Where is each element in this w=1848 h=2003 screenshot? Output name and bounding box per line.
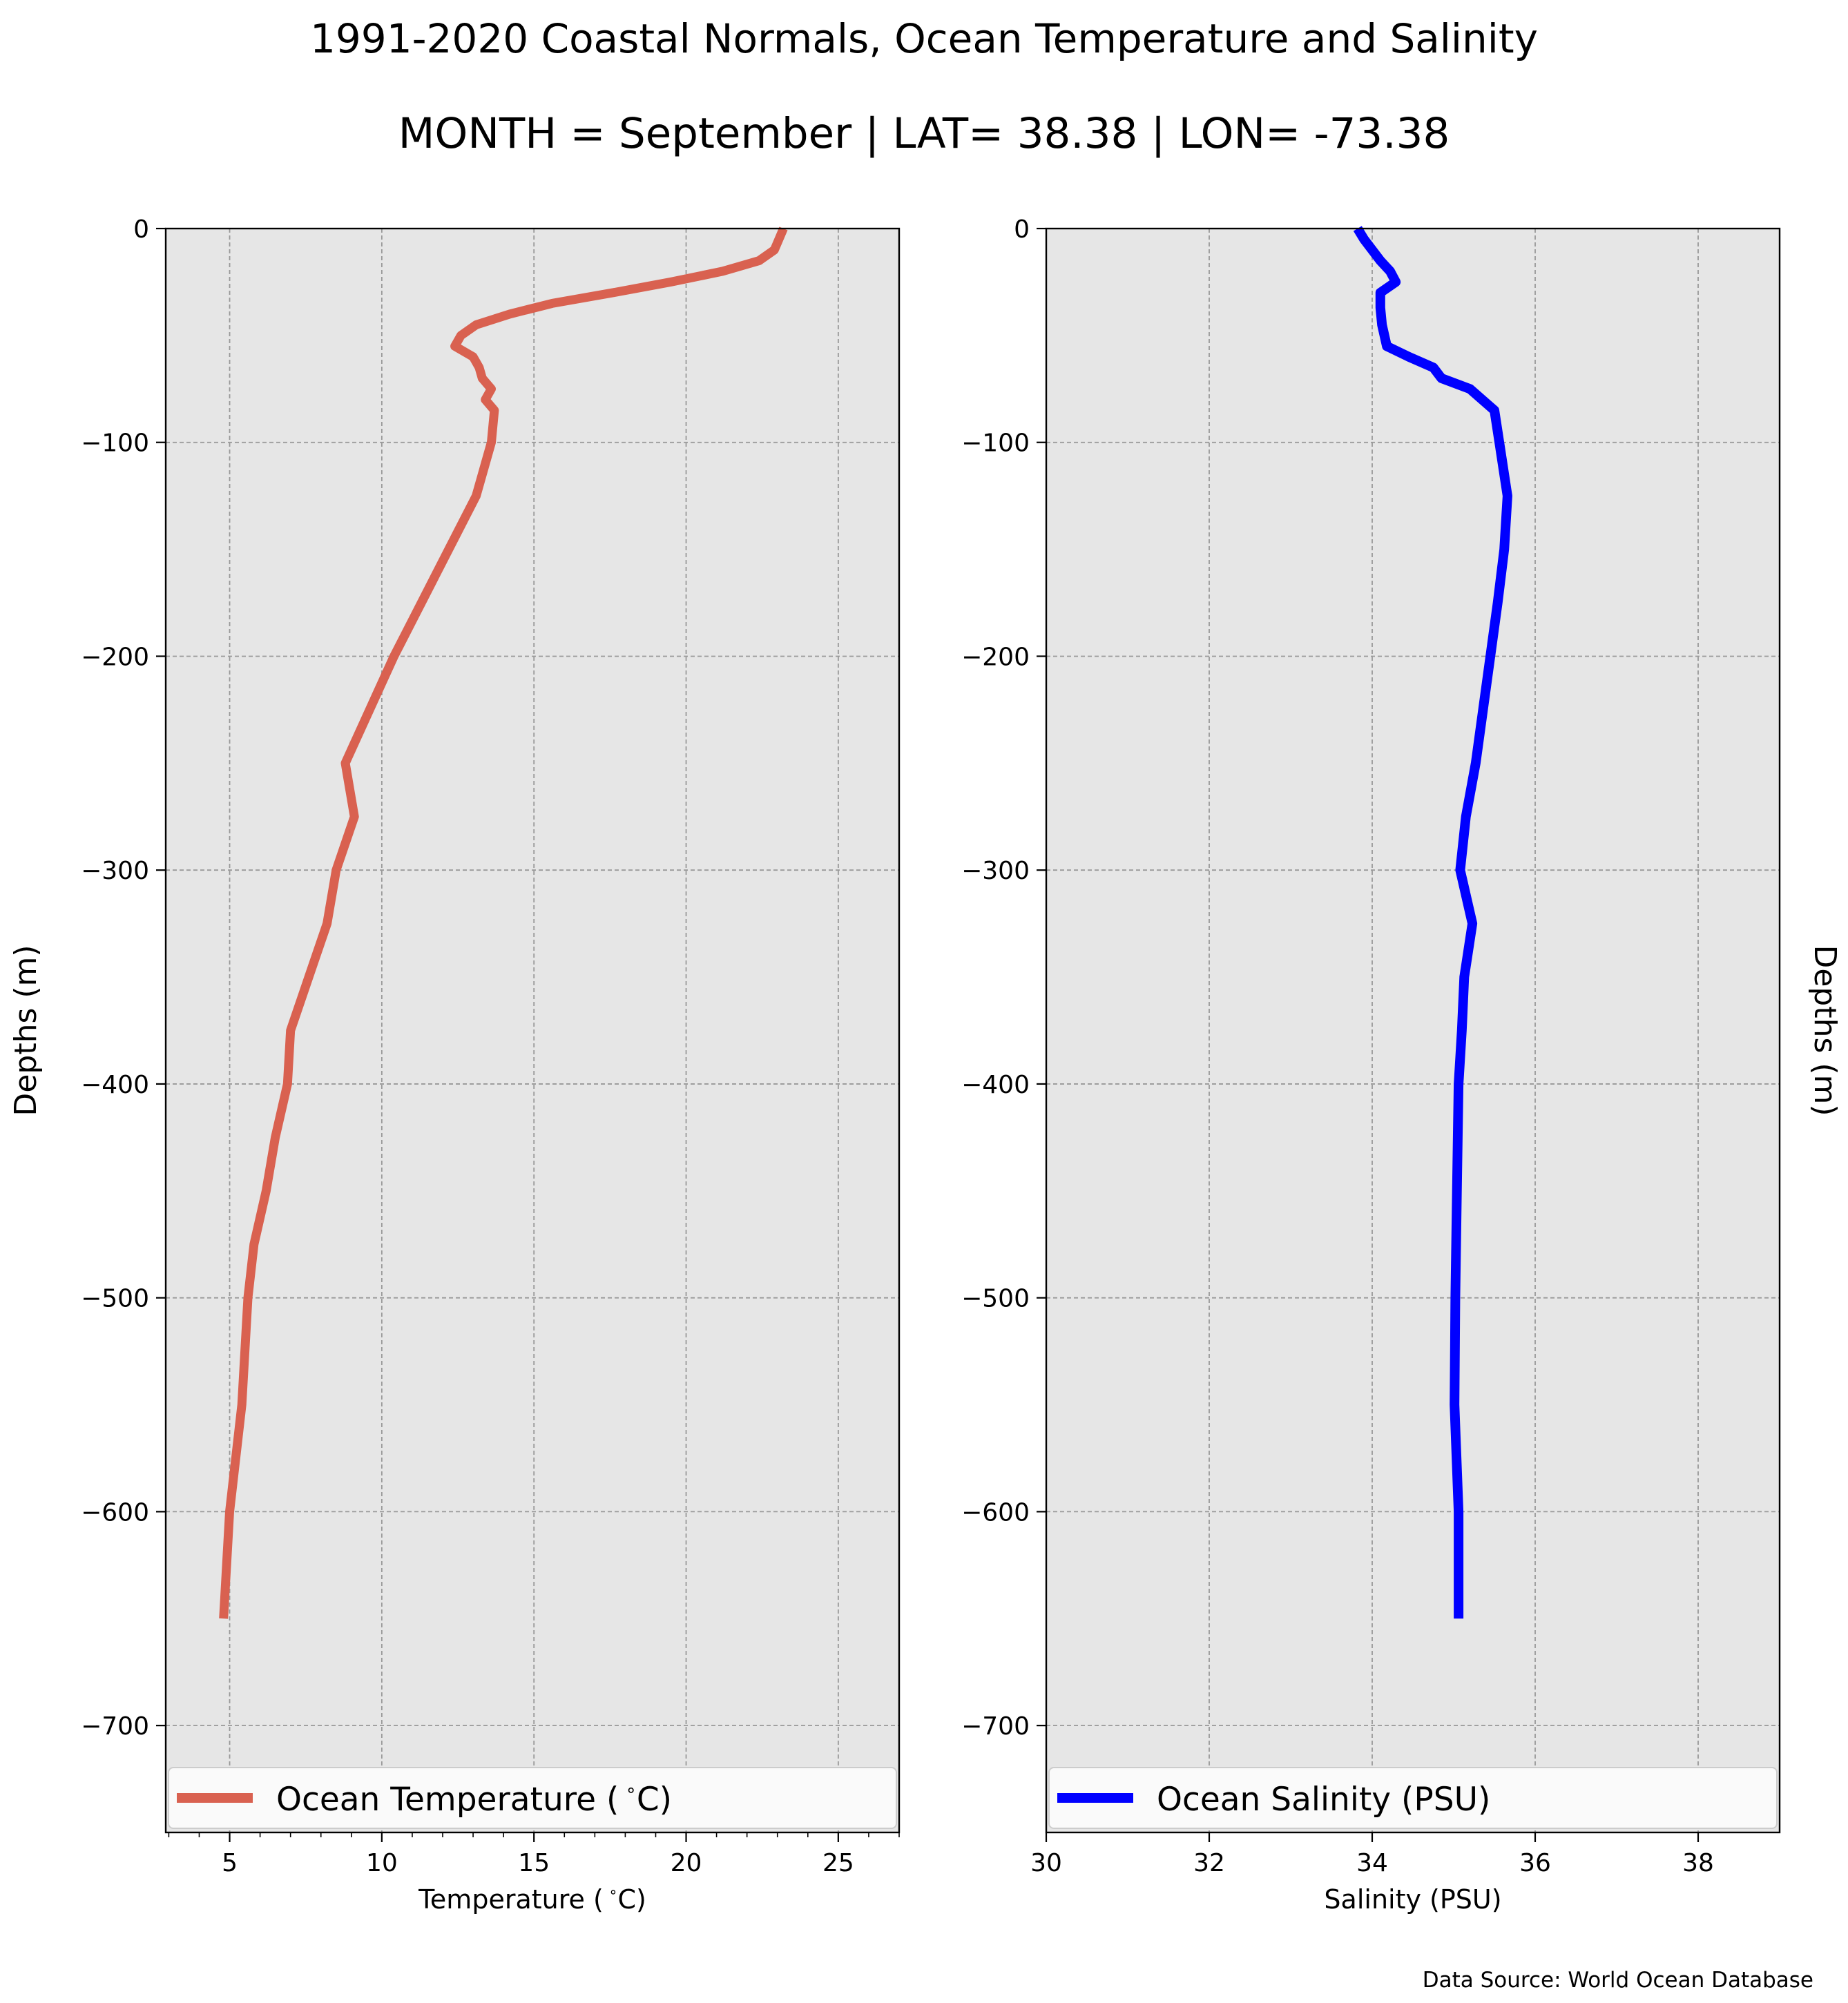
axes-frame (1045, 227, 1781, 1834)
y-axis-label: Depths (m) (8, 945, 44, 1116)
y-tick-label: −100 (961, 429, 1030, 458)
y-tick-label: −500 (81, 1285, 149, 1313)
x-tick-label: 15 (518, 1849, 550, 1877)
x-tick-label: 30 (1030, 1849, 1062, 1877)
y-tick-label: −300 (961, 857, 1030, 885)
x-tick-label: 34 (1356, 1849, 1388, 1877)
y-axis-label-right: Depths (m) (1807, 945, 1842, 1116)
legend-label: Ocean Salinity (PSU) (1157, 1781, 1490, 1819)
x-tick-label: 10 (366, 1849, 398, 1877)
x-tick-label: 5 (222, 1849, 238, 1877)
x-tick-label: 20 (671, 1849, 702, 1877)
x-tick-label: 32 (1193, 1849, 1225, 1877)
y-tick-label: −600 (961, 1498, 1030, 1527)
y-tick-label: −400 (961, 1071, 1030, 1099)
grid (166, 229, 899, 1832)
x-axis-label: Temperature ( ∘C) (418, 1884, 646, 1915)
y-tick-label: −700 (81, 1712, 149, 1741)
legend: Ocean Salinity (PSU) (1048, 1767, 1778, 1829)
y-tick-label: −600 (81, 1498, 149, 1527)
legend-frame (168, 1767, 897, 1829)
salinity-profile-line (1353, 226, 1512, 1619)
x-tick-label: 38 (1682, 1849, 1714, 1877)
y-tick-label: −500 (961, 1285, 1030, 1313)
plot-area (1046, 229, 1780, 1832)
y-tick-label: 0 (133, 215, 149, 244)
chart-title: 1991-2020 Coastal Normals, Ocean Tempera… (310, 15, 1538, 62)
data-source-note: Data Source: World Ocean Database (1422, 1968, 1813, 1993)
x-tick-label: 25 (822, 1849, 854, 1877)
grid (1046, 229, 1780, 1832)
legend-frame (1048, 1767, 1778, 1829)
x-axis-label: Salinity (PSU) (1324, 1884, 1501, 1915)
y-tick-label: 0 (1014, 215, 1030, 244)
y-tick-label: −300 (81, 857, 149, 885)
y-tick-label: −700 (961, 1712, 1030, 1741)
y-tick-label: −200 (81, 643, 149, 671)
y-tick-label: −200 (961, 643, 1030, 671)
temperature-profile-line (219, 226, 788, 1619)
chart-subtitle: MONTH = September | LAT= 38.38 | LON= -7… (398, 109, 1450, 158)
legend: Ocean Temperature ( ∘C) (168, 1767, 897, 1829)
axes-frame (164, 227, 901, 1834)
y-tick-label: −400 (81, 1071, 149, 1099)
y-tick-label: −100 (81, 429, 149, 458)
salinity-panel: Ocean Salinity (PSU) 0 −100 −200 −300 −400 −50… (961, 215, 1842, 1915)
legend-label: Ocean Temperature ( ∘C) (276, 1780, 672, 1819)
x-tick-label: 36 (1519, 1849, 1551, 1877)
plot-area (166, 229, 899, 1832)
temperature-panel: Ocean Temperature ( ∘C) 0 −100 −200 −300 −400… (8, 215, 901, 1915)
